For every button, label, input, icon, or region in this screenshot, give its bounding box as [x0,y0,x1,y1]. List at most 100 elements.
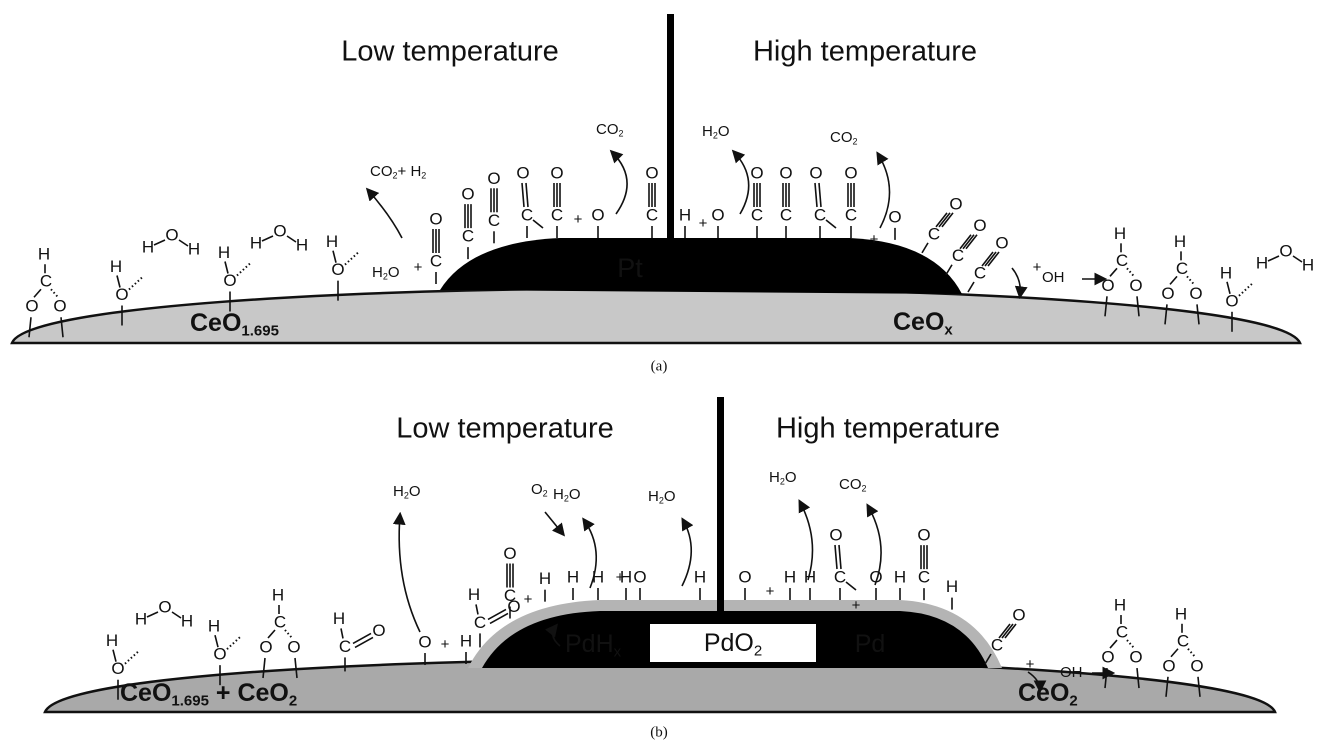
atom: H [1302,255,1314,274]
caption: (b) [650,724,668,740]
atom: O [809,163,822,182]
label-part: 2 [1069,692,1077,709]
atom: C [40,272,52,291]
atom: H [208,617,220,636]
atom: O [550,163,563,182]
bond [818,182,822,208]
label: CO2 [830,129,858,147]
atom: C [504,586,516,605]
atom: O [738,567,751,586]
bond [352,632,372,645]
bond [332,250,337,263]
bond [294,657,298,679]
bond [967,281,975,293]
atom: O [1129,648,1142,667]
arrow [681,517,694,587]
bond [1267,255,1280,262]
atom: H [181,611,193,630]
bond [1001,623,1014,639]
atom: H [38,245,50,264]
atom: O [888,207,901,226]
atom: C [952,246,964,265]
label-part: O [409,483,421,500]
divider-b [717,397,724,612]
label-part: O [388,264,400,281]
bond [128,276,143,291]
atom: + [524,591,533,608]
atom: H [468,585,480,604]
atom: H [106,631,118,650]
atom: O [995,233,1008,252]
atom: C [814,205,826,224]
atom: H [218,243,230,262]
atom: C [474,613,486,632]
atom: H [1114,596,1126,615]
atom: O [503,544,516,563]
bond [814,182,818,208]
atom: C [1116,623,1128,642]
label-part: CeO [190,309,241,337]
atom: H [296,235,308,254]
pt-particle [440,238,962,294]
label: H2O [372,264,400,282]
bond [1109,639,1118,649]
label-part: O [718,123,730,140]
atom: C [928,224,940,243]
label-part: 2 [421,171,426,181]
label-part: Pt [617,253,643,283]
bond [344,251,359,266]
bond [267,629,276,639]
pdo2-box [650,624,816,662]
bond [938,212,951,228]
atom: H [620,567,632,586]
label-part: Pd [855,630,886,658]
arrow [545,623,561,647]
atom: O [259,637,272,656]
bond [1292,255,1303,263]
label-part: O [569,486,581,503]
arrow [866,503,882,586]
bond [116,275,121,288]
bond [261,235,274,242]
atom: + [616,569,625,586]
label-part: x [944,321,953,338]
atom: C [551,205,563,224]
divider-a [667,14,674,242]
bond [50,288,59,298]
bond [825,219,837,229]
bond [921,242,929,254]
label-part: CO [370,163,393,180]
bond [1186,275,1195,286]
arrow [365,187,403,239]
bond [475,604,479,615]
bond [124,650,139,665]
label-part: O [664,488,676,505]
bond [1169,275,1178,285]
atom: H [326,232,338,251]
bond [981,251,994,267]
atom: C [991,635,1003,654]
atom: O [829,525,842,544]
label: H2O [393,483,421,501]
atom: C [462,227,474,246]
atom: H [784,567,796,586]
label-part: 2 [780,477,785,487]
bond [487,608,507,621]
label: CO2+ H2 [370,163,426,181]
atom: O [158,597,171,616]
atom: O [372,621,385,640]
label: CeOx [893,308,953,339]
atom: + [852,597,861,614]
label: OH [1042,269,1065,286]
atom: O [1279,241,1292,260]
title: Low temperature [396,413,614,445]
atom: H [804,567,816,586]
label-part: 2 [659,496,664,506]
atom: C [1116,251,1128,270]
arrow [798,499,814,581]
atom: C [974,263,986,282]
label: O2 [531,481,548,499]
label: H2O [553,486,581,504]
bond [112,649,117,662]
